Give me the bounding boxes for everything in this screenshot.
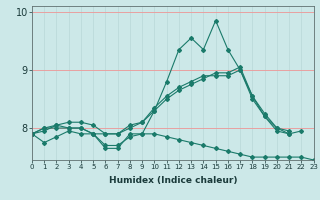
X-axis label: Humidex (Indice chaleur): Humidex (Indice chaleur)	[108, 176, 237, 185]
